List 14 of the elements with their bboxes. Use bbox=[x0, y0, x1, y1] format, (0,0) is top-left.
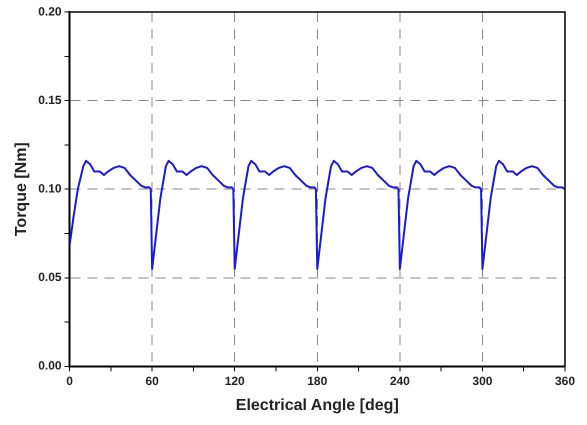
x-axis-title: Electrical Angle [deg] bbox=[236, 396, 399, 414]
x-tick-label: 120 bbox=[224, 374, 246, 388]
x-tick-label: 300 bbox=[472, 374, 493, 388]
y-tick-label: 0.05 bbox=[38, 270, 62, 284]
x-tick-label: 180 bbox=[307, 374, 328, 388]
y-tick-label: 0.20 bbox=[38, 4, 62, 18]
y-tick-label: 0.15 bbox=[38, 92, 62, 107]
y-tick-label: 0.10 bbox=[38, 182, 62, 196]
x-tick-label: 60 bbox=[145, 374, 160, 388]
x-tick-label: 0 bbox=[66, 374, 74, 388]
y-tick-label: 0.00 bbox=[38, 358, 62, 373]
x-tick-label: 240 bbox=[390, 374, 410, 388]
x-tick-label: 360 bbox=[554, 374, 576, 388]
y-axis-title: Torque [Nm] bbox=[13, 142, 30, 236]
